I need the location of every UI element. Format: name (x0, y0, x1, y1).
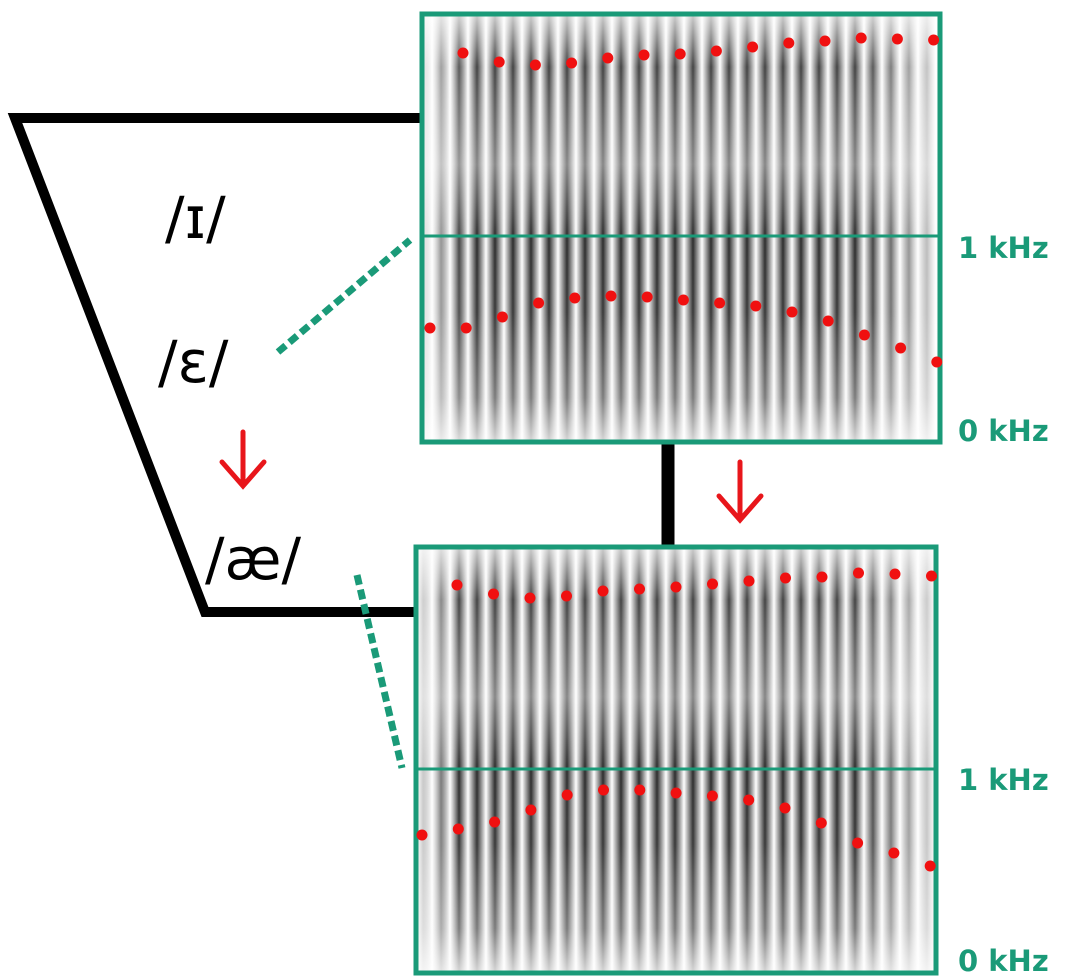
formant-dot (497, 312, 508, 323)
formant-dot (488, 589, 499, 600)
formant-dot (707, 791, 718, 802)
formant-dot (671, 788, 682, 799)
formant-dot (925, 861, 936, 872)
formant-dot (783, 38, 794, 49)
formant-dot (598, 785, 609, 796)
formant-dot (853, 568, 864, 579)
spectrogram-top (422, 14, 940, 442)
formant-dot (895, 343, 906, 354)
formant-dot (856, 33, 867, 44)
formant-dot (711, 46, 722, 57)
formant-dot (530, 60, 541, 71)
formant-dot (634, 785, 645, 796)
formant-dot (678, 295, 689, 306)
formant-dot (561, 591, 572, 602)
formant-dot (675, 49, 686, 60)
formant-dot (747, 42, 758, 53)
formant-dot (931, 357, 942, 368)
formant-dot (606, 291, 617, 302)
formant-dot (602, 53, 613, 64)
frequency-label: 0 kHz (958, 944, 1049, 978)
formant-dot (714, 298, 725, 309)
vowel-label: /ɪ/ (165, 184, 226, 252)
formant-dot (533, 298, 544, 309)
formant-dot (494, 57, 505, 68)
formant-dot (926, 571, 937, 582)
formant-dot (569, 293, 580, 304)
formant-dot (562, 790, 573, 801)
figure: /ɪ/ /ɛ/ /æ/ 1 kHz 0 kHz 1 kHz 0 kHz (0, 0, 1085, 979)
frequency-label: 1 kHz (958, 231, 1049, 265)
formant-dot (852, 838, 863, 849)
formant-dot (787, 307, 798, 318)
formant-dot (744, 576, 755, 587)
spectrogram-bottom (416, 547, 936, 973)
formant-dot (634, 584, 645, 595)
arrow (719, 462, 761, 520)
dotted-connector (357, 575, 402, 768)
formant-dot (892, 34, 903, 45)
formant-dot (707, 579, 718, 590)
formant-dot (928, 35, 939, 46)
formant-dot (780, 803, 791, 814)
formant-dot (823, 316, 834, 327)
formant-dot (598, 586, 609, 597)
vowel-label: /æ/ (205, 525, 301, 593)
formant-dot (461, 323, 472, 334)
frequency-label: 1 kHz (958, 763, 1049, 797)
formant-dot (453, 824, 464, 835)
formant-dot (816, 818, 827, 829)
dotted-connector (278, 240, 410, 352)
formant-dot (452, 580, 463, 591)
formant-dot (743, 795, 754, 806)
formant-dot (642, 292, 653, 303)
frequency-label: 0 kHz (958, 414, 1049, 448)
formant-dot (525, 805, 536, 816)
formant-dot (639, 50, 650, 61)
formant-dot (817, 572, 828, 583)
formant-dot (566, 58, 577, 69)
formant-dot (489, 817, 500, 828)
formant-dot (890, 569, 901, 580)
formant-dot (888, 848, 899, 859)
formant-dot (820, 36, 831, 47)
formant-dot (859, 330, 870, 341)
vowel-label: /ɛ/ (158, 328, 229, 396)
arrow (222, 432, 264, 486)
formant-dot (417, 830, 428, 841)
formant-dot (425, 323, 436, 334)
formant-dot (750, 301, 761, 312)
formant-dot (671, 582, 682, 593)
formant-dot (458, 48, 469, 59)
formant-dot (525, 593, 536, 604)
formant-dot (780, 573, 791, 584)
